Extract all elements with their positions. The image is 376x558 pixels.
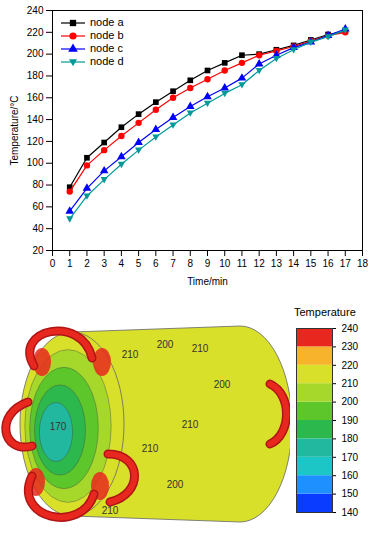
svg-text:15: 15	[305, 258, 317, 269]
svg-text:200: 200	[342, 396, 359, 407]
svg-text:Time/min: Time/min	[187, 276, 228, 287]
svg-text:12: 12	[254, 258, 266, 269]
svg-text:240: 240	[342, 323, 359, 334]
svg-text:220: 220	[27, 27, 44, 38]
svg-text:5: 5	[136, 258, 142, 269]
svg-text:0: 0	[50, 258, 56, 269]
html-text:node b: node b	[90, 29, 124, 41]
html-text:node c: node c	[90, 42, 123, 54]
svg-text:40: 40	[32, 223, 44, 234]
html-text:Temperature: Temperature	[294, 306, 356, 318]
svg-text:200: 200	[157, 339, 174, 350]
svg-text:170: 170	[50, 421, 67, 432]
html-text:node d: node d	[90, 55, 124, 67]
svg-text:3: 3	[101, 258, 107, 269]
svg-text:210: 210	[182, 419, 199, 430]
svg-text:240: 240	[27, 5, 44, 16]
svg-text:200: 200	[167, 479, 184, 490]
svg-text:230: 230	[342, 341, 359, 352]
svg-text:120: 120	[27, 136, 44, 147]
svg-text:160: 160	[342, 470, 359, 481]
svg-text:210: 210	[142, 443, 159, 454]
html-text:node a: node a	[90, 16, 124, 28]
svg-text:17: 17	[340, 258, 352, 269]
svg-text:13: 13	[271, 258, 283, 269]
svg-text:1: 1	[67, 258, 73, 269]
svg-text:7: 7	[170, 258, 176, 269]
svg-text:11: 11	[237, 258, 248, 269]
svg-text:6: 6	[153, 258, 159, 269]
svg-text:150: 150	[342, 488, 359, 499]
svg-text:16: 16	[322, 258, 334, 269]
svg-text:200: 200	[214, 379, 231, 390]
svg-text:210: 210	[192, 343, 209, 354]
svg-text:160: 160	[27, 92, 44, 103]
svg-text:210: 210	[122, 349, 139, 360]
svg-text:100: 100	[27, 157, 44, 168]
svg-text:210: 210	[342, 378, 359, 389]
svg-text:80: 80	[32, 179, 44, 190]
svg-text:20: 20	[32, 245, 44, 256]
svg-text:60: 60	[32, 201, 44, 212]
svg-text:2: 2	[84, 258, 90, 269]
svg-text:190: 190	[342, 415, 359, 426]
svg-text:220: 220	[342, 360, 359, 371]
svg-text:140: 140	[342, 507, 359, 518]
svg-text:180: 180	[342, 433, 359, 444]
svg-text:8: 8	[187, 258, 193, 269]
svg-text:140: 140	[27, 114, 44, 125]
svg-text:170: 170	[342, 452, 359, 463]
svg-text:210: 210	[102, 505, 119, 516]
svg-text:9: 9	[205, 258, 211, 269]
svg-text:18: 18	[357, 258, 369, 269]
svg-text:14: 14	[288, 258, 300, 269]
svg-text:10: 10	[219, 258, 231, 269]
svg-text:4: 4	[119, 258, 125, 269]
svg-text:200: 200	[27, 48, 44, 59]
svg-text:180: 180	[27, 70, 44, 81]
svg-text:Temperature/°C: Temperature/°C	[9, 95, 20, 165]
